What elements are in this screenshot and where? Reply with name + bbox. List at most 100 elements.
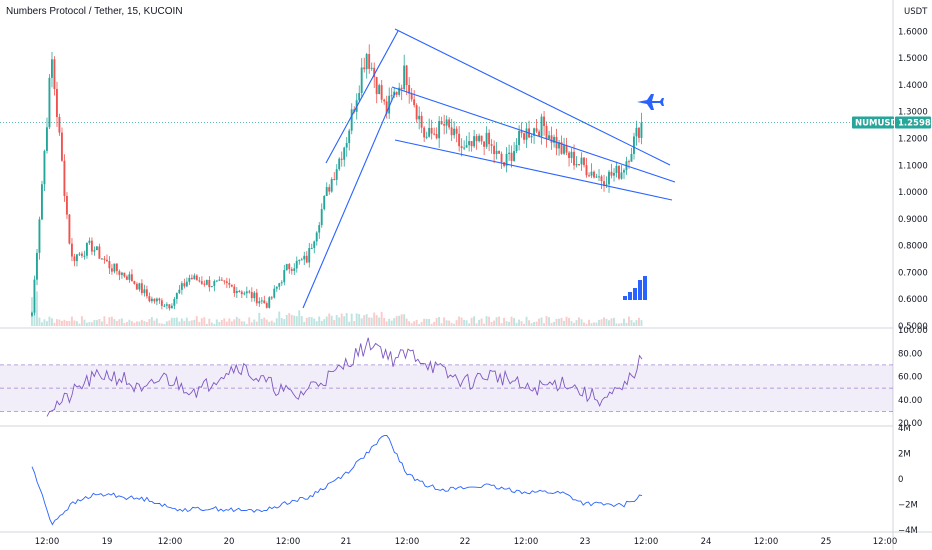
- candle: [220, 279, 223, 281]
- price-tick: 1.5000: [898, 54, 928, 64]
- candle: [188, 277, 191, 282]
- volume-bar: [253, 319, 256, 326]
- volume-bar: [608, 320, 610, 326]
- volume-bar: [90, 322, 93, 326]
- candle: [573, 151, 575, 166]
- candle: [230, 284, 233, 287]
- candle: [473, 136, 476, 147]
- candle: [638, 127, 640, 138]
- volume-bar: [328, 313, 331, 326]
- candle: [145, 289, 148, 297]
- candle: [170, 305, 173, 309]
- candle: [570, 151, 573, 159]
- volume-bar: [470, 317, 473, 326]
- volume-bar: [430, 323, 433, 326]
- volume-bar: [213, 323, 216, 326]
- candle: [550, 135, 553, 143]
- volume-bar: [298, 310, 301, 326]
- candle: [578, 164, 580, 166]
- candle: [65, 195, 68, 215]
- candle: [218, 279, 221, 281]
- volume-bar: [450, 322, 453, 326]
- volume-bar: [245, 323, 248, 326]
- candle: [338, 158, 341, 170]
- candle: [263, 300, 266, 304]
- candle: [405, 65, 408, 86]
- volume-bar: [505, 321, 508, 326]
- candle: [108, 261, 111, 269]
- volume-bar: [478, 319, 481, 326]
- candle: [150, 298, 153, 302]
- volume-bar: [560, 317, 563, 326]
- signal-bars-icon: [638, 280, 642, 300]
- last-price-label: 1.2598: [898, 119, 931, 129]
- candle: [515, 145, 518, 152]
- candle: [568, 152, 570, 159]
- candle: [545, 126, 548, 139]
- candle: [533, 128, 535, 136]
- volume-bar: [610, 318, 613, 326]
- volume-bar: [390, 320, 393, 326]
- candle: [228, 282, 231, 285]
- candle: [180, 283, 183, 290]
- volume-bar: [208, 318, 211, 326]
- candle: [443, 124, 446, 126]
- candle: [485, 132, 488, 147]
- volume-bar: [210, 322, 213, 326]
- candle: [243, 293, 246, 295]
- volume-bar: [335, 315, 338, 326]
- volume-bar: [115, 321, 118, 326]
- volume-bar: [228, 318, 231, 326]
- candle: [610, 171, 613, 176]
- volume-bar: [83, 319, 86, 326]
- candle: [240, 291, 243, 295]
- candle: [418, 115, 421, 120]
- candle: [53, 59, 56, 89]
- candle: [315, 232, 318, 242]
- volume-bar: [475, 323, 478, 326]
- candle: [628, 161, 630, 163]
- volume-bar: [280, 318, 283, 326]
- volume-bar: [413, 321, 416, 326]
- candle: [273, 288, 276, 298]
- volume-bar: [445, 320, 448, 326]
- candle: [63, 160, 66, 196]
- candle: [128, 274, 131, 280]
- volume-bar: [165, 321, 168, 326]
- candle: [215, 280, 218, 282]
- candle: [383, 99, 386, 102]
- signal-bars-icon: [633, 288, 637, 300]
- candle: [118, 271, 121, 275]
- candle: [183, 283, 186, 287]
- obv-series: [31, 435, 643, 526]
- candle: [193, 275, 196, 280]
- volume-bar: [185, 317, 188, 326]
- volume-bar: [180, 318, 183, 326]
- price-tick: 0.6000: [898, 295, 928, 305]
- volume-bar: [58, 319, 61, 326]
- volume-bar: [635, 320, 638, 326]
- candle: [160, 300, 163, 306]
- candle: [463, 147, 466, 149]
- candle: [438, 121, 441, 139]
- candle: [348, 130, 351, 144]
- volume-bar: [508, 321, 511, 326]
- volume-bar: [135, 321, 138, 326]
- volume-bar: [233, 319, 236, 326]
- volume-bar: [548, 317, 550, 326]
- volume-bar: [120, 318, 123, 326]
- volume-bar: [600, 319, 603, 326]
- candle: [480, 135, 483, 142]
- price-tick: 1.0000: [898, 188, 928, 198]
- volume-bar: [378, 317, 381, 326]
- volume-bar: [285, 314, 288, 326]
- candle: [385, 101, 388, 114]
- volume-bar: [438, 316, 441, 326]
- volume-bar: [148, 319, 151, 326]
- candle: [135, 283, 138, 290]
- symbol-badge: [852, 116, 894, 129]
- candle: [260, 300, 263, 302]
- volume-bar: [385, 321, 388, 326]
- candle: [340, 158, 343, 160]
